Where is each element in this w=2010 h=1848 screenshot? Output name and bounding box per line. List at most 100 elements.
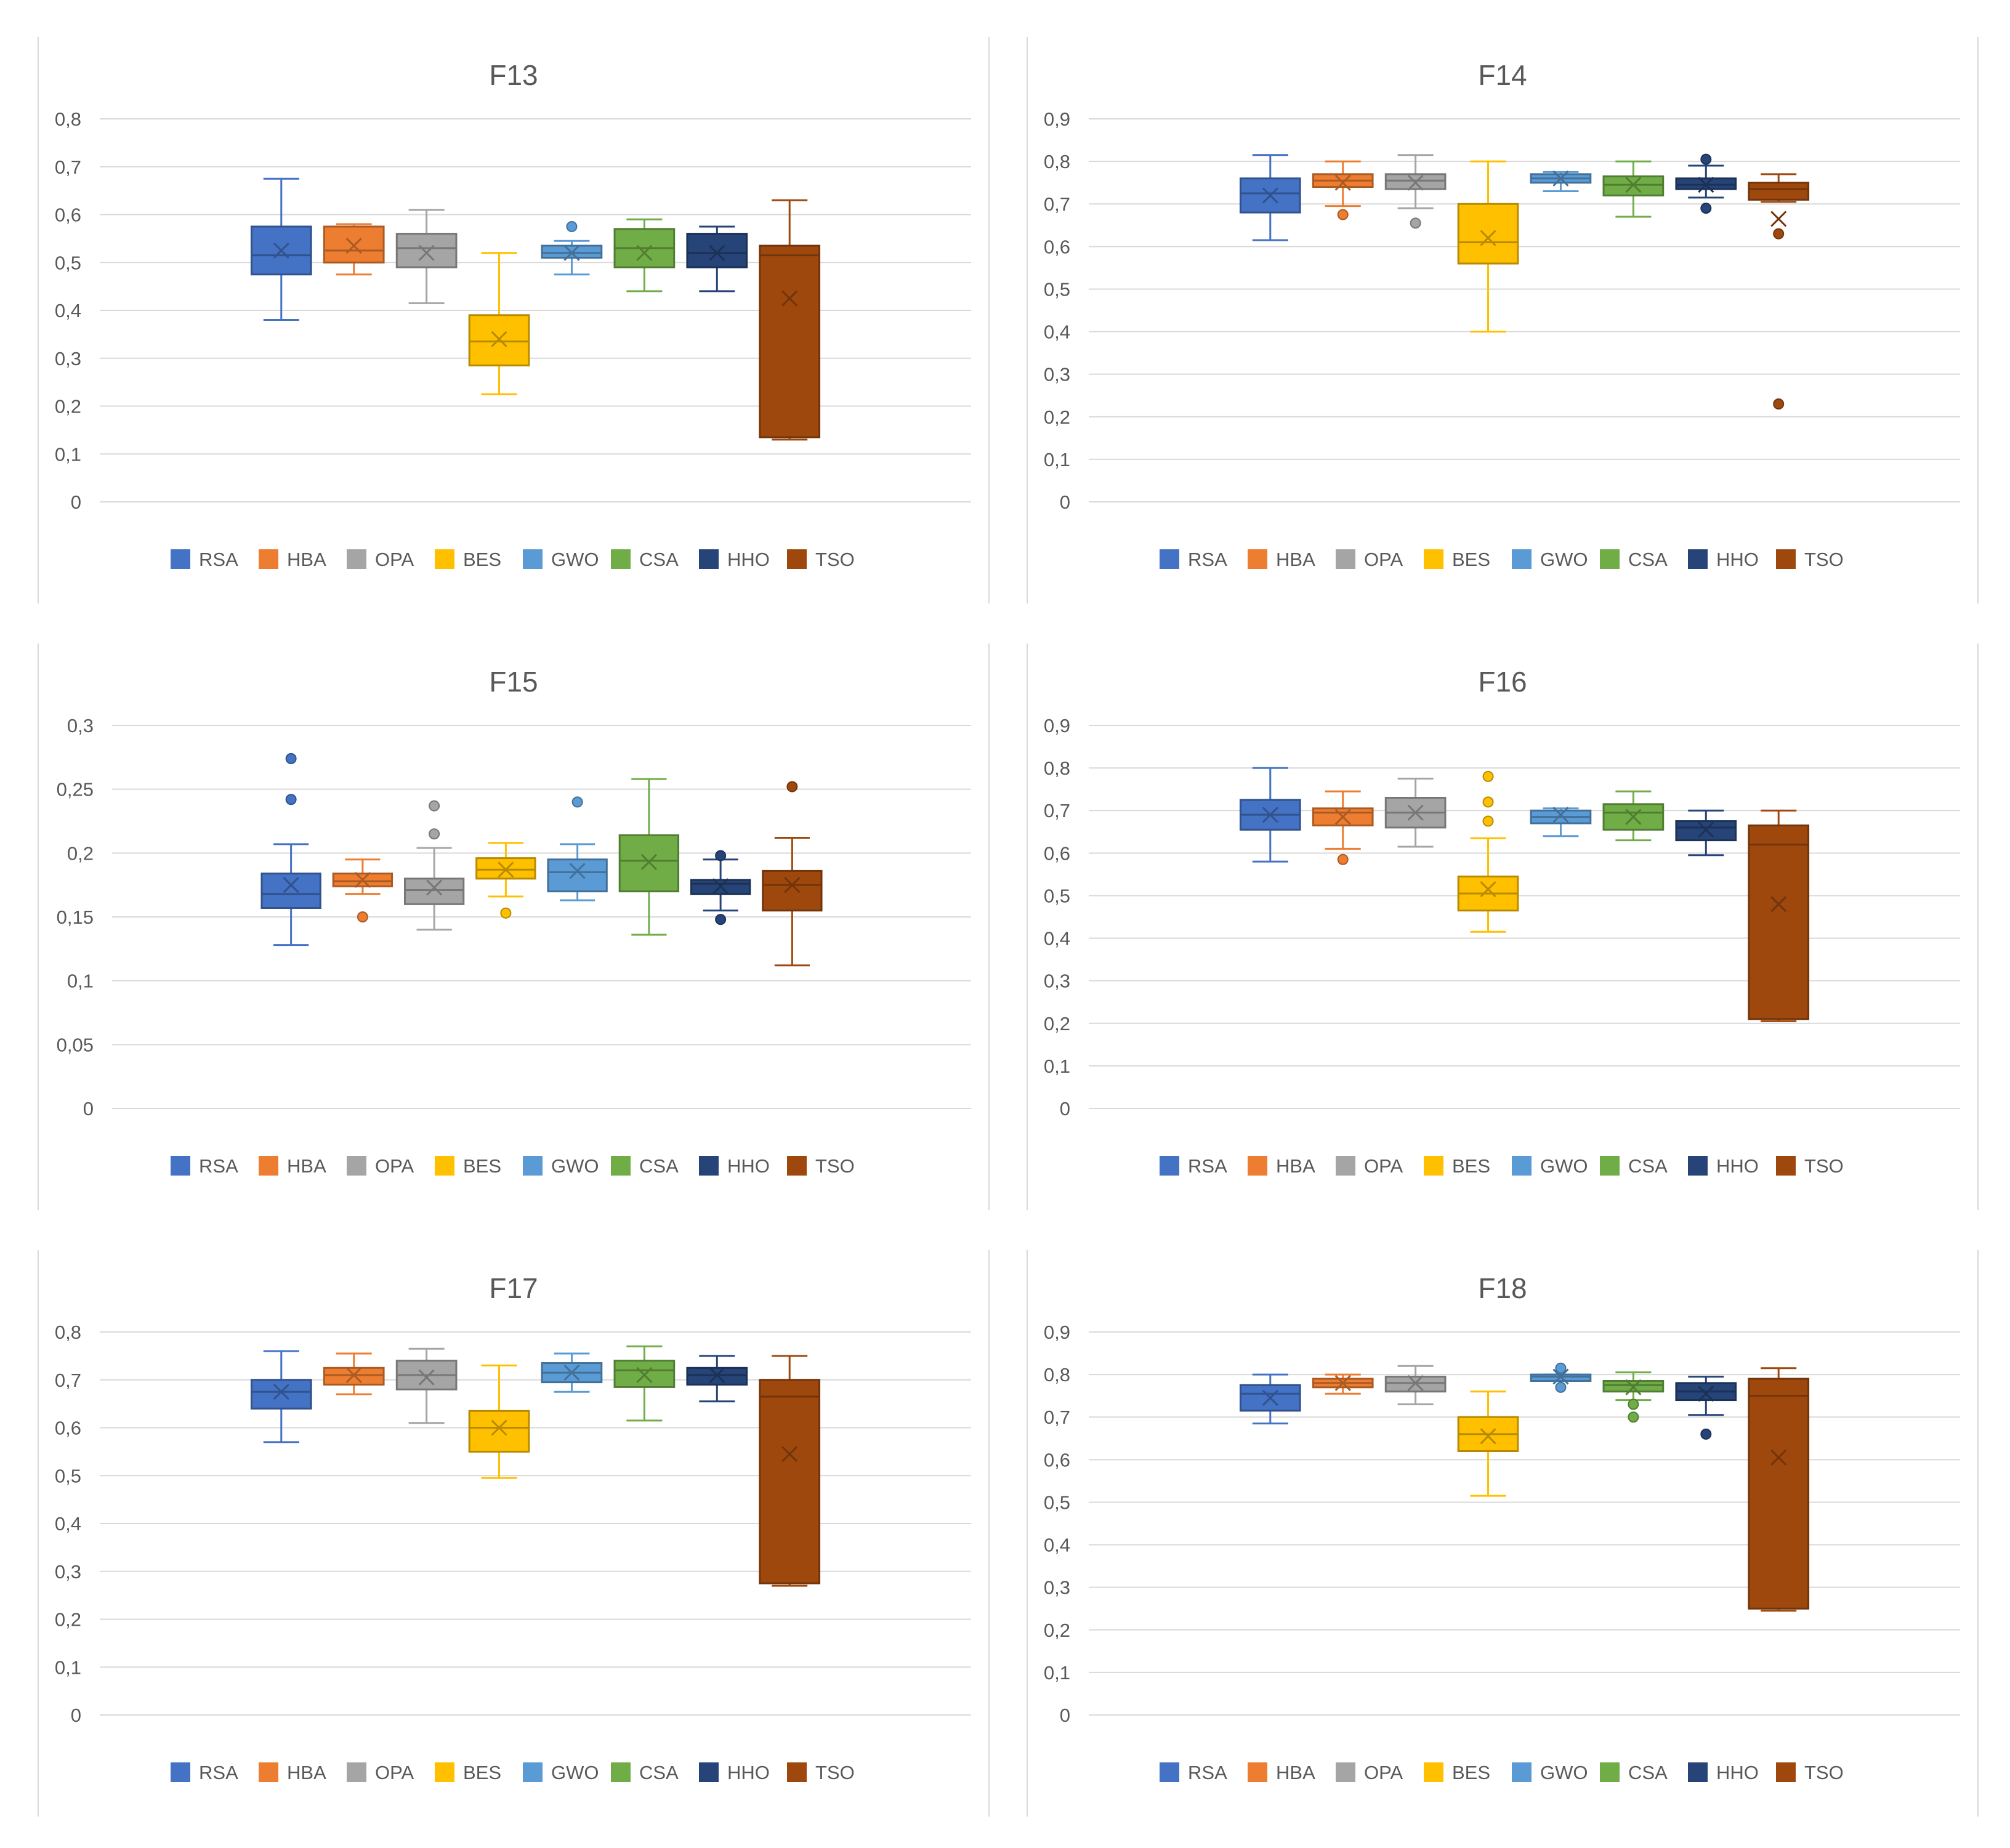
outlier-point bbox=[429, 800, 440, 812]
y-tick-label: 0 bbox=[1060, 491, 1070, 513]
legend-item-csa: CSA bbox=[611, 549, 679, 570]
y-tick-label: 0,5 bbox=[55, 252, 81, 273]
y-tick-label: 0,8 bbox=[1044, 151, 1070, 172]
mean-marker bbox=[636, 1366, 653, 1384]
legend-item-hho: HHO bbox=[699, 1762, 770, 1783]
legend-label: RSA bbox=[1188, 549, 1227, 570]
legend-swatch bbox=[699, 549, 719, 569]
legend-item-opa: OPA bbox=[1336, 549, 1403, 570]
legend-item-csa: CSA bbox=[611, 1762, 679, 1783]
y-tick-label: 0,3 bbox=[1044, 1577, 1070, 1599]
mean-marker bbox=[640, 853, 657, 870]
legend-label: BES bbox=[1452, 1155, 1490, 1177]
legend-item-hba: HBA bbox=[259, 1762, 326, 1783]
legend-swatch bbox=[1248, 1762, 1267, 1782]
mean-marker bbox=[491, 331, 507, 347]
chart-panel-f13: F13 0 0,1 0,2 0,3 0,4 0,5 0,6 0,7 0,8 RSA HBA OPA BES… bbox=[38, 37, 990, 603]
legend-item-bes: BES bbox=[435, 549, 501, 570]
legend-swatch bbox=[1688, 1156, 1708, 1176]
chart-panel-f14: F14 0 0,1 0,2 0,3 0,4 0,5 0,6 0,7 0,8 0,9 RSA HBA OPA… bbox=[1027, 37, 1979, 603]
y-tick-label: 0,2 bbox=[1044, 1620, 1070, 1641]
legend-item-gwo: GWO bbox=[1512, 1762, 1588, 1783]
outlier-point bbox=[715, 850, 727, 861]
box-opa bbox=[1384, 777, 1447, 848]
box-hho bbox=[1675, 809, 1737, 857]
y-tick-label: 0,4 bbox=[1044, 1535, 1070, 1556]
legend-item-tso: TSO bbox=[787, 1762, 855, 1783]
legend-swatch bbox=[435, 1762, 454, 1782]
box-bes bbox=[468, 1364, 530, 1479]
legend-label: HBA bbox=[287, 549, 326, 570]
legend-item-tso: TSO bbox=[1776, 1762, 1844, 1783]
outlier-point bbox=[1337, 853, 1349, 865]
box-bes bbox=[475, 842, 536, 919]
legend-item-hba: HBA bbox=[259, 1155, 326, 1177]
y-tick-label: 0,4 bbox=[55, 300, 81, 321]
legend-label: OPA bbox=[1364, 1762, 1403, 1783]
y-tick-label: 0,4 bbox=[55, 1513, 81, 1535]
mean-marker bbox=[1552, 1368, 1569, 1385]
legend-swatch bbox=[1336, 549, 1355, 569]
box-csa bbox=[613, 1345, 676, 1422]
box-gwo bbox=[1530, 170, 1592, 192]
legend-swatch bbox=[611, 1762, 631, 1782]
legend-item-rsa: RSA bbox=[171, 1155, 238, 1177]
mean-marker bbox=[1698, 1386, 1714, 1402]
mean-marker bbox=[1334, 809, 1351, 825]
legend-label: HHO bbox=[1716, 1155, 1759, 1177]
legend-item-hho: HHO bbox=[1688, 1155, 1759, 1177]
y-tick-label: 0,6 bbox=[55, 1418, 81, 1439]
mean-marker bbox=[345, 237, 362, 254]
box-tso bbox=[759, 199, 821, 441]
box-gwo bbox=[1530, 1362, 1592, 1393]
y-tick-label: 0,9 bbox=[1044, 1321, 1070, 1343]
box-iqr bbox=[1748, 1378, 1810, 1610]
box-rsa bbox=[250, 1350, 312, 1443]
box-rsa bbox=[1239, 767, 1301, 863]
mean-marker bbox=[709, 1366, 725, 1384]
legend-swatch bbox=[523, 1156, 543, 1176]
mean-marker bbox=[1407, 804, 1424, 821]
y-tick-label: 0,3 bbox=[1044, 364, 1070, 385]
legend-swatch bbox=[259, 1762, 278, 1782]
mean-marker bbox=[636, 244, 653, 261]
chart-panel-f15: F15 0 0,05 0,1 0,15 0,2 0,25 0,3 RSA HBA OPA BES GWO… bbox=[38, 644, 990, 1210]
legend-label: TSO bbox=[815, 1155, 855, 1177]
legend-item-hba: HBA bbox=[1248, 549, 1315, 570]
y-tick-label: 0,1 bbox=[55, 443, 81, 465]
chart-panel-f17: F17 0 0,1 0,2 0,3 0,4 0,5 0,6 0,7 0,8 RSA HBA OPA BES… bbox=[38, 1250, 990, 1817]
y-tick-label: 0,7 bbox=[1044, 193, 1070, 215]
mean-marker bbox=[1770, 1449, 1787, 1466]
mean-marker bbox=[1480, 881, 1496, 898]
outlier-point bbox=[571, 796, 583, 808]
box-iqr bbox=[403, 878, 465, 905]
y-tick-label: 0,1 bbox=[1044, 1662, 1070, 1684]
legend-swatch bbox=[347, 1762, 366, 1782]
mean-marker bbox=[1262, 1390, 1278, 1406]
y-tick-label: 0,2 bbox=[1044, 1013, 1070, 1035]
legend-label: RSA bbox=[1188, 1155, 1227, 1177]
mean-marker bbox=[1698, 821, 1714, 838]
outlier-point bbox=[786, 781, 798, 793]
legend-swatch bbox=[1776, 549, 1796, 569]
y-tick-label: 0,3 bbox=[55, 1561, 81, 1583]
y-tick-label: 0,5 bbox=[55, 1465, 81, 1487]
legend-item-opa: OPA bbox=[1336, 1762, 1403, 1783]
legend-item-rsa: RSA bbox=[1160, 549, 1227, 570]
legend-swatch bbox=[523, 549, 543, 569]
legend-swatch bbox=[1160, 1156, 1179, 1176]
legend-label: RSA bbox=[199, 549, 238, 570]
y-tick-label: 0 bbox=[1060, 1705, 1070, 1726]
legend-label: GWO bbox=[1540, 1155, 1588, 1177]
box-rsa bbox=[1239, 1373, 1301, 1425]
mean-marker bbox=[1480, 1428, 1496, 1445]
mean-marker bbox=[1262, 187, 1278, 204]
legend-item-hba: HBA bbox=[1248, 1762, 1315, 1783]
legend-label: HBA bbox=[287, 1155, 326, 1177]
box-rsa bbox=[1239, 154, 1301, 241]
chart-title: F17 bbox=[489, 1272, 538, 1304]
legend-label: GWO bbox=[551, 1762, 599, 1783]
mean-marker bbox=[498, 861, 514, 878]
legend-swatch bbox=[1512, 1762, 1532, 1782]
outlier-point bbox=[1482, 796, 1494, 808]
